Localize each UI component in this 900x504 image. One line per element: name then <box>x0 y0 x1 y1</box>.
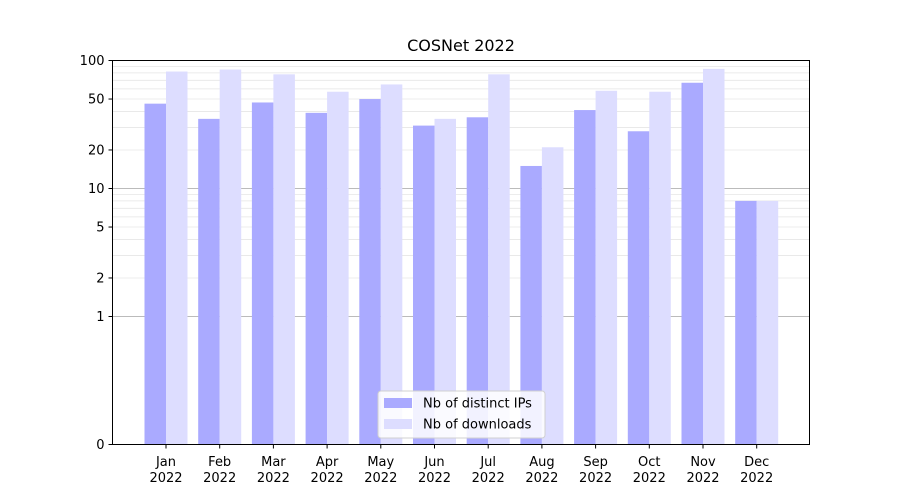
y-tick-label: 10 <box>88 182 105 197</box>
bar <box>359 99 381 445</box>
chart-title: COSNet 2022 <box>407 36 515 55</box>
bar <box>327 91 349 445</box>
y-tick-label: 0 <box>96 438 104 453</box>
bar <box>735 200 757 445</box>
x-tick-label: Feb 2022 <box>203 455 236 486</box>
x-tick-label: Jan 2022 <box>149 455 182 486</box>
x-tick-label: Aug 2022 <box>525 455 558 486</box>
y-axis: 0 1 2 5 10 20 50 100 <box>80 54 113 453</box>
bar <box>413 125 435 445</box>
bar <box>649 91 671 445</box>
x-tick-label: Oct 2022 <box>633 455 666 486</box>
x-tick-label: Jul 2022 <box>472 455 505 486</box>
x-tick-label: Sep 2022 <box>579 455 612 486</box>
bar <box>144 103 166 445</box>
x-tick-label: Dec 2022 <box>740 455 773 486</box>
legend-swatch <box>384 398 412 408</box>
y-tick-label: 50 <box>88 93 105 108</box>
bar <box>198 118 220 445</box>
legend-swatch <box>384 419 412 429</box>
bar <box>595 90 618 445</box>
bar <box>703 68 725 445</box>
bar <box>574 110 596 445</box>
bars <box>144 68 779 445</box>
y-tick-label: 5 <box>96 221 104 236</box>
x-tick-label: Apr 2022 <box>311 455 344 486</box>
bar <box>219 69 242 445</box>
bar <box>488 74 510 445</box>
bar <box>166 71 188 445</box>
bar <box>466 117 489 445</box>
plot-frame <box>112 60 810 445</box>
x-tick-label: Mar 2022 <box>257 455 290 486</box>
bar <box>681 82 703 445</box>
legend-label: Nb of downloads <box>423 418 532 433</box>
x-axis: Jan 2022 Feb 2022 Mar 2022 Apr 2022 May 2022 Jun 20… <box>149 444 773 486</box>
bar <box>756 200 779 445</box>
legend-label: Nb of distinct IPs <box>423 397 532 412</box>
y-tick-label: 1 <box>96 310 104 325</box>
legend: Nb of distinct IPs Nb of downloads <box>377 390 546 439</box>
y-tick-label: 100 <box>80 54 105 69</box>
x-tick-label: Nov 2022 <box>686 455 719 486</box>
x-tick-label: May 2022 <box>364 455 397 486</box>
bar <box>520 165 542 445</box>
y-tick-label: 20 <box>88 143 105 158</box>
x-tick-label: Jun 2022 <box>418 455 451 486</box>
bar <box>305 112 328 445</box>
y-tick-label: 2 <box>96 271 104 286</box>
legend-box <box>377 390 546 439</box>
bar <box>380 84 403 445</box>
bar <box>251 102 274 445</box>
bar <box>541 147 564 445</box>
bar <box>273 74 295 445</box>
bar <box>627 131 650 445</box>
bar <box>434 118 456 445</box>
